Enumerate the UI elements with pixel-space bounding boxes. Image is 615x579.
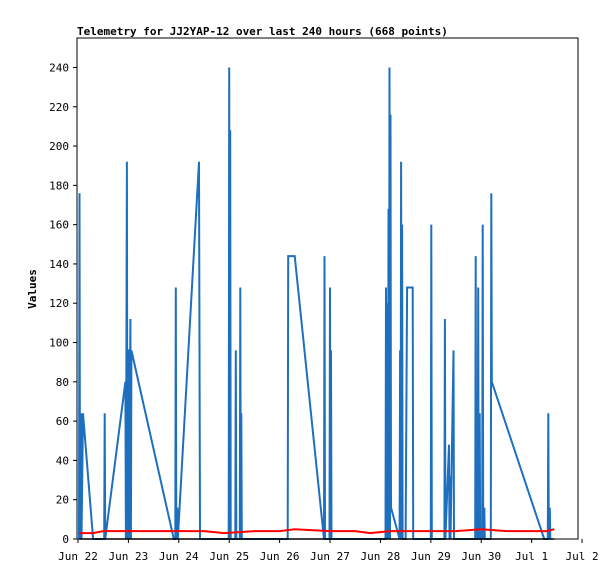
y-axis-label: Values — [26, 269, 39, 309]
y-tick-label: 220 — [49, 101, 69, 114]
x-tick-label: Jun 29 — [411, 550, 451, 563]
y-tick-label: 180 — [49, 179, 69, 192]
y-tick-label: 60 — [56, 415, 69, 428]
x-tick-label: Jun 30 — [461, 550, 501, 563]
x-tick-label: Jun 25 — [209, 550, 249, 563]
x-tick-label: Jul 2 — [565, 550, 598, 563]
series-line-2 — [79, 528, 555, 535]
y-tick-label: 200 — [49, 140, 69, 153]
y-tick-label: 40 — [56, 454, 69, 467]
x-tick-label: Jun 26 — [260, 550, 300, 563]
y-tick-label: 20 — [56, 494, 69, 507]
y-axis: 0 20 40 60 80 100 120 140 160 180 200 220 240 — [49, 61, 77, 546]
x-tick-label: Jul 1 — [515, 550, 548, 563]
y-tick-label: 240 — [49, 61, 69, 74]
x-tick-label: Jun 23 — [109, 550, 149, 563]
chart-title: Telemetry for JJ2YAP-12 over last 240 ho… — [77, 25, 448, 38]
x-tick-label: Jun 28 — [361, 550, 401, 563]
x-tick-label: Jun 22 — [58, 550, 98, 563]
x-tick-label: Jun 24 — [159, 550, 199, 563]
y-tick-label: 0 — [62, 533, 69, 546]
y-tick-label: 100 — [49, 337, 69, 350]
plot-area — [76, 37, 579, 540]
x-tick-label: Jun 27 — [310, 550, 350, 563]
y-tick-label: 160 — [49, 219, 69, 232]
series-layer — [78, 67, 555, 540]
x-axis: Jun 22 Jun 23 Jun 24 Jun 25 Jun 26 Jun 27 Jun … — [58, 539, 599, 563]
y-tick-label: 140 — [49, 258, 69, 271]
y-tick-label: 80 — [56, 376, 69, 389]
y-tick-label: 120 — [49, 297, 69, 310]
